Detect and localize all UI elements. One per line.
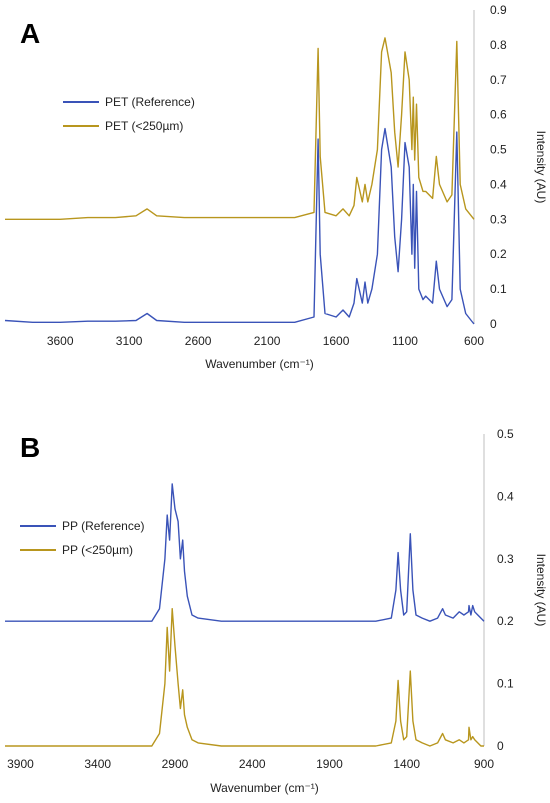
- series-line-1: [4, 127, 475, 325]
- legend-label: PP (<250µm): [62, 543, 133, 557]
- panel-label-b: B: [20, 432, 41, 463]
- y-tick-label: 0.3: [497, 552, 514, 566]
- panel-label-a: A: [20, 18, 41, 49]
- x-tick-label: 2100: [254, 334, 281, 348]
- x-axis-title: Wavenumber (cm⁻¹): [205, 357, 314, 371]
- y-tick-label: 0: [490, 317, 497, 331]
- legend-label: PET (Reference): [105, 95, 195, 109]
- y-tick-label: 0.3: [490, 212, 507, 226]
- y-tick-label: 0.4: [497, 489, 514, 503]
- legend-label: PET (<250µm): [105, 119, 183, 133]
- y-tick-label: 0.9: [490, 3, 507, 17]
- y-tick-label: 0.4: [490, 177, 507, 191]
- x-tick-label: 600: [464, 334, 484, 348]
- y-tick-label: 0.2: [490, 247, 507, 261]
- x-tick-label: 3900: [7, 757, 34, 771]
- y-tick-label: 0.7: [490, 73, 507, 87]
- series-line-2: [5, 608, 484, 747]
- chart-panel-a: 3600 3100 2600 2100 1600 1100 600 0 0.1 0.2 0.3 0.4…: [4, 3, 548, 371]
- legend-label: PP (Reference): [62, 519, 144, 533]
- x-tick-label: 2900: [162, 757, 189, 771]
- x-tick-label: 900: [474, 757, 494, 771]
- x-tick-label: 2400: [239, 757, 266, 771]
- x-tick-label: 3100: [116, 334, 143, 348]
- y-tick-label: 0.6: [490, 108, 507, 122]
- x-tick-label: 1400: [393, 757, 420, 771]
- y-tick-label: 0.5: [490, 143, 507, 157]
- x-axis-title: Wavenumber (cm⁻¹): [210, 781, 319, 795]
- y-tick-label: 0: [497, 739, 504, 753]
- y-tick-label: 0.1: [497, 677, 514, 691]
- series-line-2: [5, 37, 475, 221]
- x-tick-label: 1100: [392, 334, 418, 348]
- series-line-1: [5, 483, 485, 622]
- x-tick-label: 3600: [47, 334, 74, 348]
- y-axis-title: Intensity (AU): [534, 554, 548, 627]
- x-tick-label: 2600: [185, 334, 212, 348]
- x-tick-label: 3400: [84, 757, 111, 771]
- y-tick-label: 0.8: [490, 38, 507, 52]
- y-tick-label: 0.1: [490, 282, 507, 296]
- y-tick-label: 0.5: [497, 427, 514, 441]
- x-tick-label: 1900: [316, 757, 343, 771]
- y-tick-label: 0.2: [497, 614, 514, 628]
- y-axis-title: Intensity (AU): [534, 131, 548, 204]
- x-tick-label: 1600: [323, 334, 350, 348]
